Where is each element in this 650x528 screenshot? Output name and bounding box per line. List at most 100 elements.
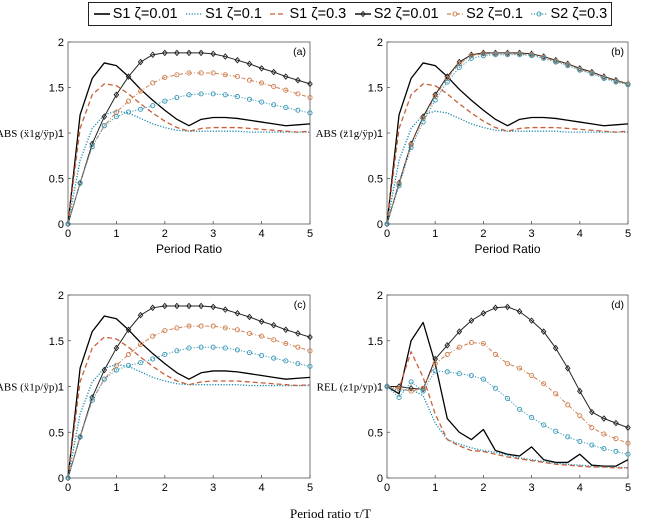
data-point bbox=[456, 64, 462, 71]
series-line bbox=[386, 351, 628, 469]
data-point bbox=[456, 61, 462, 67]
series-line bbox=[386, 385, 629, 469]
data-point bbox=[307, 110, 313, 116]
data-point bbox=[186, 302, 192, 310]
y-tick-label: 0 bbox=[58, 473, 64, 485]
data-point bbox=[137, 58, 144, 66]
data-point bbox=[529, 372, 535, 379]
data-point bbox=[174, 49, 180, 57]
x-axis-label: Period Ratio bbox=[474, 242, 540, 256]
data-point bbox=[101, 113, 108, 120]
data-point bbox=[65, 475, 71, 481]
data-point bbox=[625, 451, 631, 457]
data-point bbox=[504, 395, 511, 401]
data-point bbox=[528, 317, 535, 324]
data-point bbox=[222, 306, 229, 313]
legend-item: S1 ζ=0.01 bbox=[93, 6, 178, 22]
x-tick-label: 4 bbox=[259, 228, 265, 240]
data-point bbox=[384, 383, 390, 390]
data-point bbox=[625, 440, 631, 446]
x-tick-label: 3 bbox=[529, 228, 535, 240]
data-point bbox=[77, 434, 83, 440]
data-point bbox=[186, 70, 192, 76]
data-point bbox=[295, 344, 301, 350]
data-point bbox=[259, 99, 265, 105]
data-point bbox=[198, 91, 204, 97]
data-point bbox=[210, 70, 216, 76]
y-tick-label: 0 bbox=[377, 473, 383, 485]
data-point bbox=[174, 94, 180, 101]
x-tick-label: 2 bbox=[162, 482, 168, 494]
data-point bbox=[210, 91, 216, 97]
data-point bbox=[408, 142, 414, 148]
data-point bbox=[234, 94, 240, 100]
data-point bbox=[541, 381, 547, 387]
data-point bbox=[601, 446, 607, 452]
subplot-d: 0 1 2 3 4 5 0 0.5 1 1.5 2 (d) REL (z1p/yp) bbox=[317, 290, 631, 494]
data-point bbox=[307, 348, 313, 354]
legend-swatch bbox=[447, 11, 464, 17]
data-point bbox=[529, 415, 535, 421]
legend-label: S1 ζ=0.3 bbox=[289, 6, 347, 22]
series-line bbox=[67, 52, 311, 225]
panel-label: (a) bbox=[293, 46, 306, 58]
data-point bbox=[113, 344, 120, 352]
series-line bbox=[386, 342, 629, 444]
data-point bbox=[65, 220, 71, 228]
data-point bbox=[234, 56, 241, 64]
data-point bbox=[125, 109, 132, 115]
legend-swatch bbox=[531, 11, 548, 17]
data-point bbox=[222, 72, 228, 78]
data-point bbox=[295, 330, 301, 337]
data-point bbox=[210, 344, 216, 350]
data-point bbox=[198, 344, 204, 350]
y-tick-label: 1.5 bbox=[368, 83, 383, 95]
data-point bbox=[162, 98, 168, 104]
y-tick-label: 0.5 bbox=[49, 427, 64, 439]
y-tick-label: 1 bbox=[58, 128, 64, 140]
data-point bbox=[295, 361, 301, 367]
x-tick-label: 2 bbox=[162, 228, 168, 240]
data-point bbox=[480, 53, 486, 59]
data-point bbox=[162, 328, 168, 334]
data-point bbox=[150, 103, 156, 109]
data-point bbox=[150, 80, 156, 86]
data-point bbox=[125, 98, 132, 104]
legend-item: S2 ζ=0.1 bbox=[446, 6, 523, 22]
legend-label: S2 ζ=0.01 bbox=[373, 6, 439, 22]
data-point bbox=[444, 342, 451, 349]
data-point bbox=[125, 362, 132, 369]
data-point bbox=[283, 87, 289, 93]
data-point bbox=[113, 367, 119, 373]
x-axis-label: Period Ratio bbox=[156, 242, 222, 256]
data-point bbox=[149, 51, 156, 59]
data-point bbox=[456, 58, 463, 66]
x-tick-label: 3 bbox=[529, 482, 535, 494]
data-point bbox=[283, 340, 289, 347]
panel-label: (b) bbox=[611, 46, 624, 58]
data-point bbox=[468, 55, 474, 61]
data-point bbox=[492, 304, 499, 312]
y-axis-label: ABS (z̈1g/ÿp) bbox=[316, 128, 378, 140]
series-line bbox=[67, 305, 311, 479]
data-point bbox=[271, 84, 277, 90]
data-point bbox=[138, 88, 144, 94]
y-tick-label: 0.5 bbox=[368, 174, 383, 186]
subplot-b: 0 1 2 3 4 5 0 0.5 1 1.5 2 (b) Period Ratio ABS (z̈1g/… bbox=[316, 37, 631, 256]
data-point bbox=[125, 73, 132, 80]
data-point bbox=[77, 179, 83, 187]
data-point bbox=[577, 387, 583, 395]
x-tick-label: 5 bbox=[307, 482, 313, 494]
data-point bbox=[420, 119, 426, 125]
data-point bbox=[601, 415, 607, 422]
y-tick-label: 1.5 bbox=[49, 336, 64, 348]
data-point bbox=[432, 97, 438, 103]
x-tick-label: 0 bbox=[384, 228, 390, 240]
legend-label: S2 ζ=0.1 bbox=[466, 6, 523, 22]
data-point bbox=[234, 327, 240, 333]
data-point bbox=[589, 71, 595, 77]
data-point bbox=[150, 356, 156, 362]
data-point bbox=[613, 79, 619, 85]
series-line bbox=[67, 110, 310, 225]
